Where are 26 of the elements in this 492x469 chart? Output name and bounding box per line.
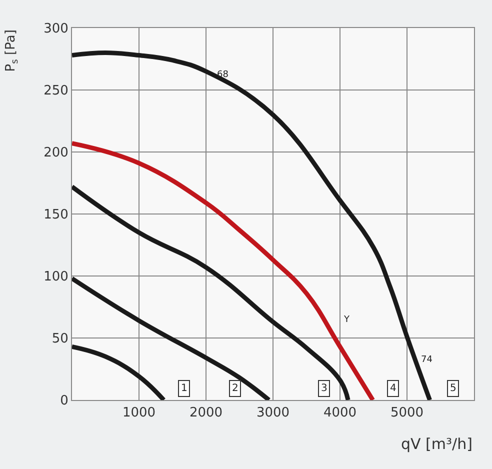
y-tick-label: 250: [44, 84, 68, 99]
y-tick-label: 0: [60, 394, 68, 409]
y-tick-label: 200: [44, 146, 68, 161]
series-label: 1: [181, 383, 188, 394]
annotation: Y: [343, 315, 350, 325]
y-tick-label: 300: [44, 22, 68, 37]
text: 5: [450, 383, 456, 394]
line-series: [72, 141, 376, 400]
y-tick-label: 50: [52, 332, 68, 347]
series-label: 2: [232, 383, 238, 394]
line-series: [72, 276, 272, 400]
line-series: [72, 50, 432, 400]
series-label: 3: [321, 383, 328, 394]
x-tick-label: 5000: [390, 406, 424, 421]
x-tick-label: 2000: [189, 406, 223, 421]
annotation: 68: [217, 70, 229, 80]
annotation: 74: [421, 355, 433, 365]
x-axis-title: qV [m³/h]: [401, 435, 472, 453]
y-tick-label: 100: [44, 270, 68, 285]
x-tick-label: 3000: [256, 406, 290, 421]
x-tick-label: 4000: [323, 406, 357, 421]
y-tick-label: 150: [44, 208, 68, 223]
x-tick-label: 1000: [122, 406, 156, 421]
line-series: [72, 344, 166, 400]
line-series: [72, 184, 350, 400]
series-label: 4: [390, 383, 396, 394]
